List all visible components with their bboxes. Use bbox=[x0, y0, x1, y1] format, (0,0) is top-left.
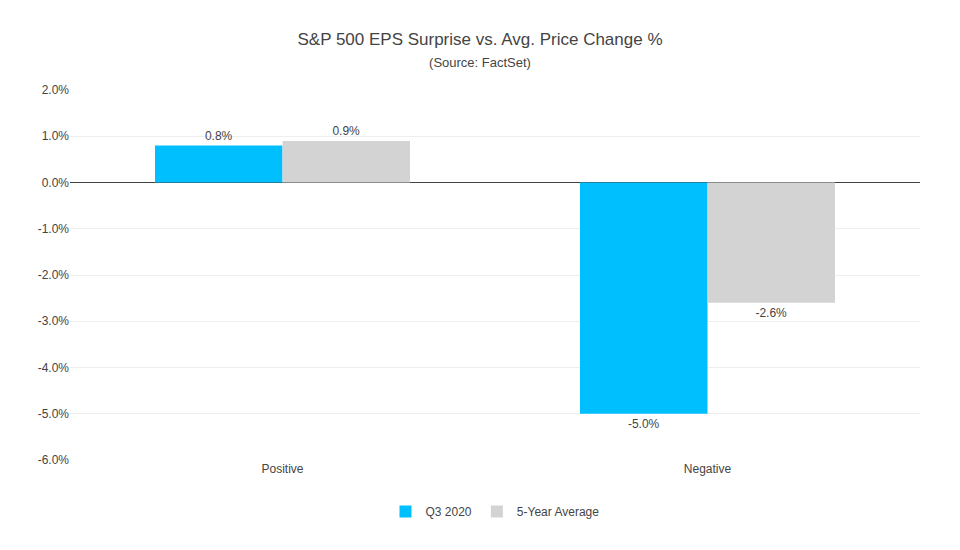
svg-text:-2.6%: -2.6% bbox=[755, 306, 787, 320]
svg-text:5-Year Average: 5-Year Average bbox=[517, 505, 599, 519]
svg-text:Q3 2020: Q3 2020 bbox=[426, 505, 472, 519]
svg-text:-2.0%: -2.0% bbox=[38, 268, 70, 282]
svg-text:Negative: Negative bbox=[684, 462, 732, 476]
svg-text:-6.0%: -6.0% bbox=[38, 453, 70, 467]
svg-text:0.8%: 0.8% bbox=[205, 129, 233, 143]
svg-text:1.0%: 1.0% bbox=[42, 129, 70, 143]
svg-text:-4.0%: -4.0% bbox=[38, 361, 70, 375]
svg-text:Positive: Positive bbox=[261, 462, 303, 476]
svg-text:-3.0%: -3.0% bbox=[38, 314, 70, 328]
svg-text:S&P 500 EPS Surprise vs. Avg.: S&P 500 EPS Surprise vs. Avg. Price Chan… bbox=[297, 30, 662, 70]
svg-text:-5.0%: -5.0% bbox=[38, 407, 70, 421]
svg-text:2.0%: 2.0% bbox=[42, 83, 70, 97]
svg-text:0.9%: 0.9% bbox=[332, 124, 360, 138]
svg-text:-1.0%: -1.0% bbox=[38, 222, 70, 236]
svg-text:0.0%: 0.0% bbox=[42, 176, 70, 190]
svg-text:-5.0%: -5.0% bbox=[628, 417, 660, 431]
